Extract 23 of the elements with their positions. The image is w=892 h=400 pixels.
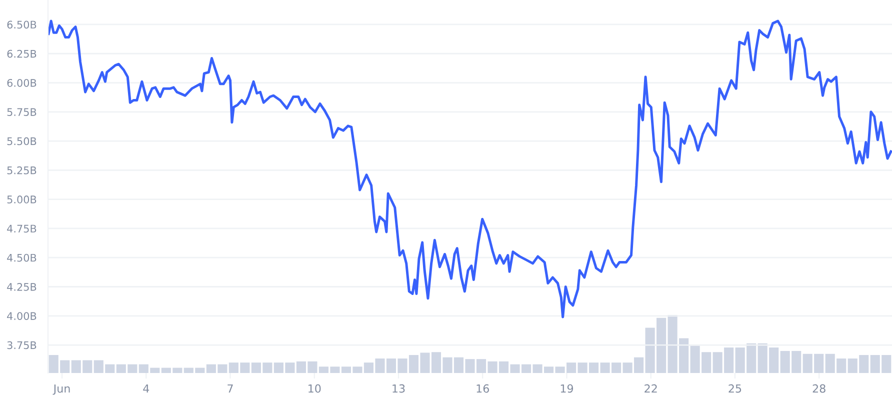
y-tick-label: 4.25B <box>7 282 36 291</box>
y-tick-label: 3.75B <box>7 341 36 350</box>
x-tick-label: 19 <box>560 384 574 393</box>
y-tick-label: 6.50B <box>7 20 36 29</box>
y-tick-label: 5.75B <box>7 108 36 116</box>
y-tick-label: 6.00B <box>7 78 36 87</box>
x-tick-label: 16 <box>476 384 489 393</box>
y-tick-label: 6.25B <box>7 50 36 58</box>
x-tick-label: 25 <box>728 384 742 393</box>
y-tick-label: 4.75B <box>7 224 36 233</box>
y-tick-label: 4.00B <box>7 312 36 320</box>
y-tick-label: 5.00B <box>7 196 36 204</box>
x-tick-label: 22 <box>644 384 657 393</box>
x-tick-label: 13 <box>392 384 405 393</box>
x-tick-label: Jun <box>52 384 70 395</box>
line-series <box>48 20 892 318</box>
x-tick-label: 10 <box>308 384 321 393</box>
y-tick-label: 5.25B <box>7 166 36 174</box>
x-tick-label: 28 <box>812 384 826 393</box>
y-tick-label: 5.50B <box>7 137 36 146</box>
y-tick-label: 4.50B <box>7 254 36 262</box>
x-tick-label: 4 <box>143 384 150 393</box>
x-tick-label: 7 <box>228 384 233 393</box>
